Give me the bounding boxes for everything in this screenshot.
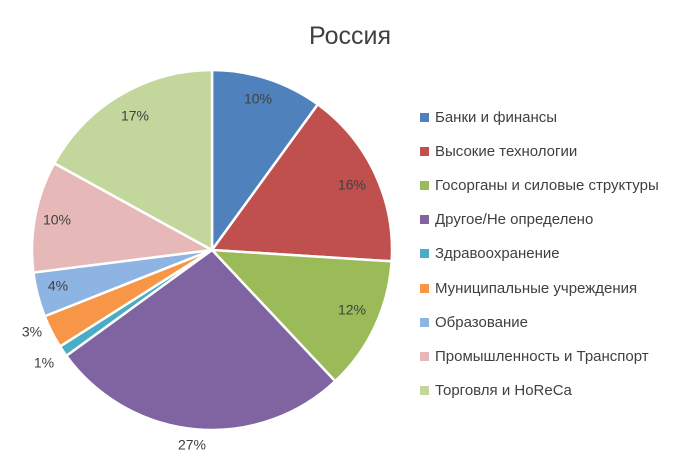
- legend-item: Промышленность и Транспорт: [420, 339, 659, 373]
- legend-label: Торговля и HoReCa: [435, 382, 572, 400]
- pie-slice: [210, 248, 393, 383]
- legend-label: Другое/Не определено: [435, 211, 594, 229]
- data-label: 10%: [43, 212, 71, 228]
- legend-item: Госорганы и силовые структуры: [420, 168, 659, 202]
- legend-label: Здравоохранение: [435, 245, 560, 263]
- legend-label: Госорганы и силовые структуры: [435, 176, 659, 194]
- pie-slices: [30, 68, 394, 432]
- pie-slice: [210, 68, 320, 252]
- pie-slice: [210, 103, 394, 263]
- pie-slice: [65, 248, 337, 432]
- legend-item: Образование: [420, 305, 659, 339]
- legend-item: Муниципальные учреждения: [420, 271, 659, 305]
- legend-swatch: [420, 317, 429, 327]
- legend-swatch: [420, 351, 429, 361]
- legend-swatch: [420, 180, 429, 190]
- legend-label: Муниципальные учреждения: [435, 279, 638, 297]
- pie-slice: [30, 162, 214, 274]
- data-label: 27%: [178, 437, 206, 453]
- legend-swatch: [420, 283, 429, 293]
- legend-swatch: [420, 249, 429, 259]
- legend-label: Банки и финансы: [435, 108, 558, 126]
- pie-chart: 10% 16% 12% 27% 1% 3% 4% 10% 17%: [22, 68, 394, 453]
- pie-data-labels: 10% 16% 12% 27% 1% 3% 4% 10% 17%: [22, 91, 366, 453]
- data-label: 12%: [338, 302, 366, 318]
- data-label: 10%: [244, 91, 272, 107]
- legend-item: Другое/Не определено: [420, 203, 659, 237]
- data-label: 4%: [48, 278, 68, 294]
- legend-swatch: [420, 112, 429, 122]
- legend-item: Торговля и HoReCa: [420, 374, 659, 408]
- legend-swatch: [420, 215, 429, 225]
- legend-item: Банки и финансы: [420, 100, 659, 134]
- data-label: 3%: [22, 324, 42, 340]
- data-label: 17%: [121, 108, 149, 124]
- legend-item: Высокие технологии: [420, 134, 659, 168]
- chart-legend: Банки и финансы Высокие технологии Госорга…: [420, 100, 659, 408]
- legend-swatch: [420, 146, 429, 156]
- legend-label: Промышленность и Транспорт: [435, 347, 649, 365]
- legend-item: Здравоохранение: [420, 237, 659, 271]
- data-label: 1%: [34, 355, 54, 371]
- legend-label: Высокие технологии: [435, 142, 578, 160]
- data-label: 16%: [338, 177, 366, 193]
- chart-title: Россия: [309, 22, 391, 50]
- pie-slice: [53, 68, 214, 252]
- legend-swatch: [420, 386, 429, 396]
- legend-label: Образование: [435, 313, 528, 331]
